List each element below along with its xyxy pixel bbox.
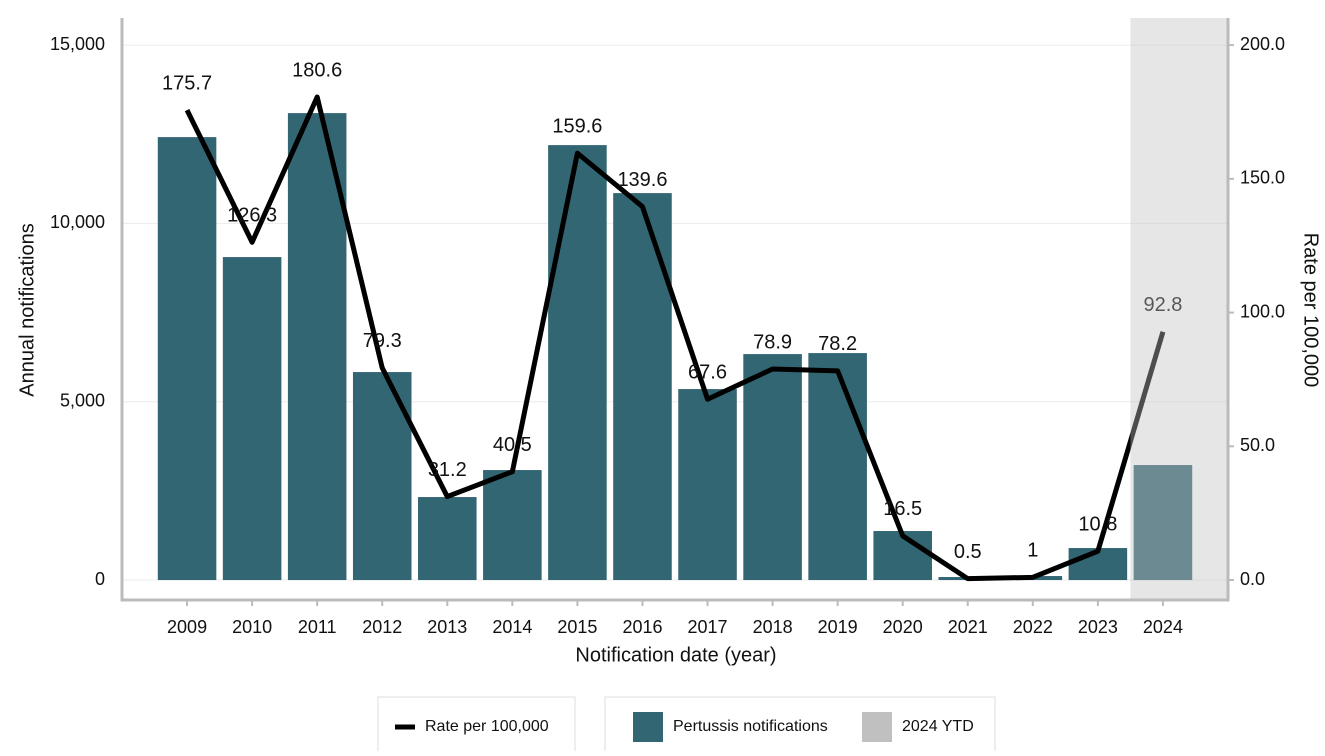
- x-tick-label: 2022: [1013, 617, 1053, 637]
- legend-label: Rate per 100,000: [425, 718, 549, 735]
- bar: [743, 354, 802, 581]
- x-tick-label: 2021: [948, 617, 988, 637]
- x-tick-label: 2023: [1078, 617, 1118, 637]
- data-label: 126.3: [227, 204, 277, 226]
- x-tick-label: 2012: [362, 617, 402, 637]
- y-tick-label: 5,000: [60, 390, 105, 410]
- y-tick-label: 15,000: [50, 34, 105, 54]
- x-axis-title: Notification date (year): [575, 644, 776, 666]
- y-axis-title: Annual notifications: [16, 223, 38, 396]
- y2-tick-label: 100.0: [1240, 301, 1285, 321]
- data-label: 67.6: [688, 361, 727, 383]
- data-label: 92.8: [1143, 294, 1182, 316]
- legend-label: Pertussis notifications: [673, 718, 828, 735]
- data-label: 78.9: [753, 331, 792, 353]
- bar: [613, 193, 672, 581]
- bar: [678, 389, 737, 581]
- bar: [483, 470, 542, 581]
- bar: [1133, 465, 1193, 581]
- bar: [808, 353, 867, 581]
- legend-swatch: [862, 712, 892, 742]
- data-label: 0.5: [954, 541, 982, 563]
- y2-tick-label: 150.0: [1240, 168, 1285, 188]
- y-tick-label: 10,000: [50, 212, 105, 232]
- bar: [873, 531, 932, 581]
- data-label: 79.3: [363, 330, 402, 352]
- bar: [157, 137, 217, 581]
- data-label: 16.5: [883, 498, 922, 520]
- legend-swatch: [633, 712, 663, 742]
- bar: [222, 257, 282, 581]
- ytd-shade: [1130, 18, 1228, 600]
- x-tick-label: 2016: [622, 617, 662, 637]
- y-tick-label: 0: [95, 569, 105, 589]
- legend-box: [377, 696, 576, 756]
- y2-tick-label: 200.0: [1240, 34, 1285, 54]
- legend-box: [604, 696, 996, 756]
- x-tick-label: 2010: [232, 617, 272, 637]
- x-tick-label: 2015: [557, 617, 597, 637]
- x-tick-label: 2009: [167, 617, 207, 637]
- data-label: 175.7: [162, 72, 212, 94]
- bar: [548, 145, 607, 581]
- rate-line: [184, 94, 1166, 582]
- x-tick-label: 2019: [818, 617, 858, 637]
- y2-tick-label: 50.0: [1240, 435, 1275, 455]
- legend-label: 2024 YTD: [902, 718, 974, 735]
- data-label: 180.6: [292, 59, 342, 81]
- bar: [287, 113, 347, 581]
- data-label: 10.8: [1078, 513, 1117, 535]
- data-label: 31.2: [428, 459, 467, 481]
- data-label: 40.5: [493, 434, 532, 456]
- axis-frame: [120, 18, 1230, 602]
- data-label: 78.2: [818, 333, 857, 355]
- x-tick-label: 2024: [1143, 617, 1183, 637]
- data-label: 159.6: [552, 115, 602, 137]
- y2-axis-title: Rate per 100,000: [1300, 233, 1322, 388]
- x-tick-label: 2018: [753, 617, 793, 637]
- x-tick-label: 2013: [427, 617, 467, 637]
- bar: [418, 497, 477, 581]
- x-tick-label: 2014: [492, 617, 532, 637]
- x-tick-label: 2017: [688, 617, 728, 637]
- data-label: 1: [1027, 540, 1038, 562]
- y2-tick-label: 0.0: [1240, 569, 1265, 589]
- data-label: 139.6: [617, 169, 667, 191]
- x-tick-label: 2011: [298, 617, 337, 637]
- x-tick-label: 2020: [883, 617, 923, 637]
